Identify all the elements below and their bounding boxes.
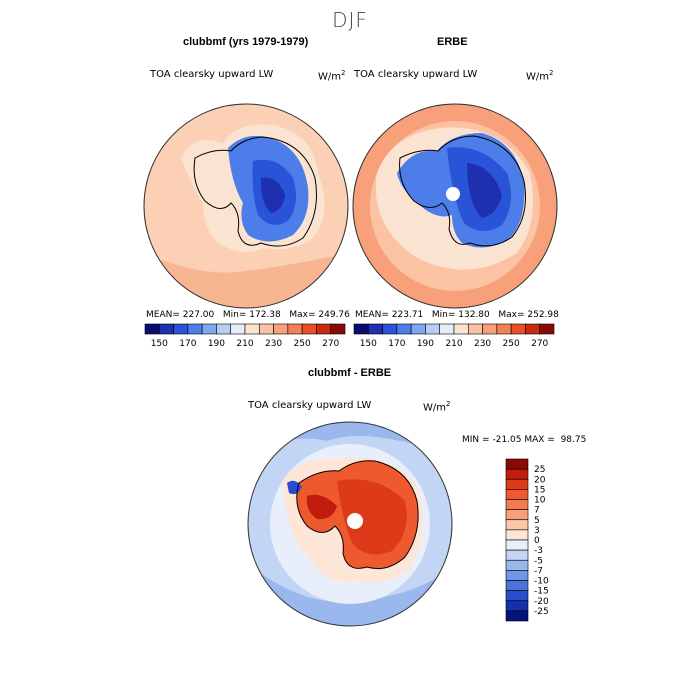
colorbar-tick-label: 3 <box>534 526 540 536</box>
colorbar-tick-label: 270 <box>322 339 339 349</box>
colorbar-swatch <box>158 323 174 335</box>
colorbar-swatch <box>173 323 189 335</box>
colorbar-swatch <box>505 559 529 571</box>
colorbar-tick-label: 190 <box>208 339 225 349</box>
panel2-missing-pole <box>446 187 460 201</box>
panel2-units: W/m2 <box>526 69 554 83</box>
colorbar-tick-label: 150 <box>151 339 168 349</box>
panel1-title: clubbmf (yrs 1979-1979) <box>183 36 309 48</box>
colorbar-swatch <box>505 539 529 551</box>
panel3-missing-pole <box>347 513 363 529</box>
colorbar-tick-label: 170 <box>388 339 405 349</box>
colorbar-swatch <box>201 323 217 335</box>
colorbar-tick-label: 10 <box>534 496 546 506</box>
colorbar-swatch <box>505 600 529 612</box>
colorbar-swatch <box>505 458 529 470</box>
colorbar-tick-label: 230 <box>474 339 491 349</box>
colorbar-swatch <box>505 489 529 500</box>
colorbar-tick-label: -25 <box>534 607 549 617</box>
colorbar-swatch <box>316 323 332 335</box>
colorbar-swatch <box>425 323 441 335</box>
panel2-stats: MEAN= 223.71 Min= 132.80 Max= 252.98 <box>355 310 559 320</box>
colorbar-swatch <box>505 509 529 521</box>
colorbar-swatch <box>505 590 529 602</box>
colorbar-swatch <box>510 323 526 335</box>
colorbar-swatch <box>258 323 274 335</box>
colorbar-tick-label: 250 <box>503 339 520 349</box>
colorbar-swatch <box>216 323 232 335</box>
colorbar-swatch <box>396 323 412 335</box>
colorbar-swatch <box>505 529 529 541</box>
colorbar-tick-label: -15 <box>534 587 549 597</box>
colorbar-swatch <box>244 323 260 335</box>
colorbar-swatch <box>505 580 529 591</box>
colorbar-swatch <box>525 323 541 335</box>
colorbar-swatch <box>382 323 398 335</box>
colorbar-tick-label: -3 <box>534 546 543 556</box>
colorbar-tick-label: 230 <box>265 339 282 349</box>
colorbar-swatch <box>482 323 498 335</box>
colorbar-tick-label: 20 <box>534 475 546 485</box>
colorbar-swatch <box>367 323 383 335</box>
colorbar-tick-label: 270 <box>531 339 548 349</box>
colorbar-tick-label: 210 <box>236 339 253 349</box>
colorbar-tick-label: 250 <box>294 339 311 349</box>
panel2-variable-label: TOA clearsky upward LW <box>354 69 478 80</box>
colorbar-tick-label: 150 <box>360 339 377 349</box>
panel1-variable-label: TOA clearsky upward LW <box>150 69 274 80</box>
panel1-colorbar: 150170190210230250270290 <box>144 323 351 349</box>
panel3-coastline <box>296 460 419 570</box>
colorbar-swatch <box>505 549 529 561</box>
colorbar-swatch <box>505 519 529 531</box>
colorbar-tick-label: 25 <box>534 465 545 475</box>
panel3-title: clubbmf - ERBE <box>308 367 392 379</box>
colorbar-swatch <box>505 468 529 480</box>
season-title: DJF <box>332 8 368 32</box>
colorbar-tick-label: -20 <box>534 597 549 607</box>
colorbar-swatch <box>410 323 426 335</box>
colorbar-swatch <box>505 610 529 622</box>
colorbar-swatch <box>453 323 469 335</box>
colorbar-swatch <box>353 323 369 335</box>
colorbar-tick-label: 170 <box>179 339 196 349</box>
panel3-units: W/m2 <box>423 400 451 414</box>
colorbar-tick-label: 15 <box>534 485 545 495</box>
colorbar-swatch <box>467 323 483 335</box>
colorbar-swatch <box>144 323 160 335</box>
colorbar-swatch <box>330 323 346 335</box>
colorbar-tick-label: 0 <box>534 536 540 546</box>
colorbar-swatch <box>439 323 455 335</box>
panel1-stats: MEAN= 227.00 Min= 172.38 Max= 249.76 <box>146 310 350 320</box>
colorbar-swatch <box>301 323 317 335</box>
colorbar-swatch <box>496 323 512 335</box>
panel3-map <box>247 421 453 627</box>
panel1-coastline <box>193 136 317 247</box>
colorbar-swatch <box>539 323 555 335</box>
panel1-units: W/m2 <box>318 69 346 83</box>
panel3-stats: MIN = -21.05 MAX = 98.75 <box>462 435 587 445</box>
colorbar-tick-label: 210 <box>445 339 462 349</box>
colorbar-tick-label: -10 <box>534 577 549 587</box>
colorbar-tick-label: -5 <box>534 556 543 566</box>
panel2-title: ERBE <box>437 36 468 48</box>
colorbar-swatch <box>287 323 303 335</box>
colorbar-swatch <box>505 570 529 581</box>
colorbar-tick-label: 7 <box>534 506 540 516</box>
colorbar-swatch <box>230 323 246 335</box>
panel1-map <box>143 103 349 309</box>
colorbar-swatch <box>505 478 529 490</box>
panel2-coastline <box>399 135 526 247</box>
colorbar-swatch <box>505 499 529 510</box>
colorbar-swatch <box>187 323 203 335</box>
colorbar-tick-label: 5 <box>534 516 540 526</box>
panel2-map <box>352 103 558 309</box>
colorbar-tick-label: 190 <box>417 339 434 349</box>
panel3-variable-label: TOA clearsky upward LW <box>248 400 372 411</box>
colorbar-swatch <box>273 323 289 335</box>
panel2-colorbar: 150170190210230250270290 <box>353 323 560 349</box>
colorbar-tick-label: -7 <box>534 566 543 576</box>
